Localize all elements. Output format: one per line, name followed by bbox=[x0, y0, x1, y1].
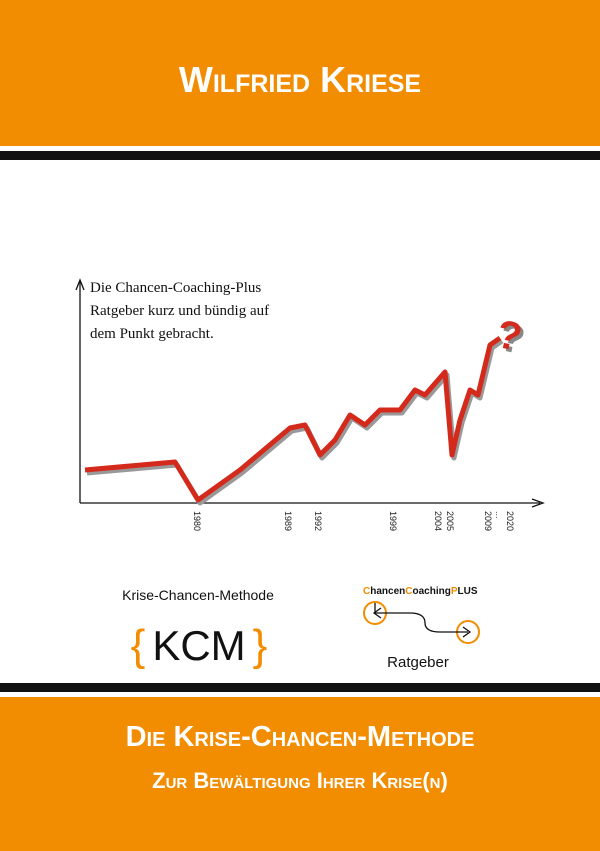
footer-subtitle: Zur Bewältigung Ihrer Krise(n) bbox=[152, 768, 448, 793]
year-label: 2009 bbox=[483, 511, 493, 531]
year-label: 1999 bbox=[388, 511, 398, 531]
arrow bbox=[462, 626, 472, 638]
caption-line: Die Chancen-Coaching-Plus bbox=[90, 280, 261, 296]
arrow bbox=[75, 278, 85, 291]
caption-line: dem Punkt gebracht. bbox=[90, 326, 214, 342]
brace: { bbox=[131, 621, 146, 670]
ccp-part: P bbox=[451, 586, 458, 597]
curve bbox=[84, 335, 502, 503]
footer-title: Die Krise-Chancen-Methode bbox=[126, 721, 475, 753]
arrow bbox=[372, 607, 382, 619]
footer-band bbox=[0, 697, 600, 851]
ccp-part: oaching bbox=[412, 586, 450, 597]
ccp-part: LUS bbox=[458, 586, 478, 597]
ccp-part: C bbox=[363, 586, 370, 597]
header-rule bbox=[0, 151, 600, 160]
brace: } bbox=[253, 621, 268, 670]
year-label: 1989 bbox=[283, 511, 293, 531]
ccp-logo: ChancenCoachingPLUS bbox=[363, 586, 478, 597]
illustration: Die Chancen-Coaching-Plus Ratgeber kurz … bbox=[75, 278, 545, 531]
year-label: 1992 bbox=[313, 511, 323, 531]
kcm-caption: Krise-Chancen-Methode bbox=[122, 587, 274, 603]
caption-line: Ratgeber kurz und bündig auf bbox=[90, 303, 269, 319]
connector bbox=[375, 612, 468, 633]
author: Wilfried Kriese bbox=[179, 59, 421, 100]
ccp-part: C bbox=[405, 586, 412, 597]
ccp-part: hancen bbox=[370, 586, 405, 597]
footer-rule bbox=[0, 683, 600, 692]
year-label: 2005 bbox=[445, 511, 455, 531]
year-label: 1980 bbox=[192, 511, 202, 531]
year-label: 2020 bbox=[505, 511, 515, 531]
curve-shadow bbox=[86, 338, 504, 506]
arrow bbox=[531, 498, 545, 508]
ccp-caption: Ratgeber bbox=[387, 654, 449, 671]
ellipsis: ... bbox=[494, 511, 504, 519]
header-band bbox=[0, 0, 600, 146]
kcm-logo: KCM bbox=[152, 622, 245, 669]
year-label: 2004 bbox=[433, 511, 443, 531]
